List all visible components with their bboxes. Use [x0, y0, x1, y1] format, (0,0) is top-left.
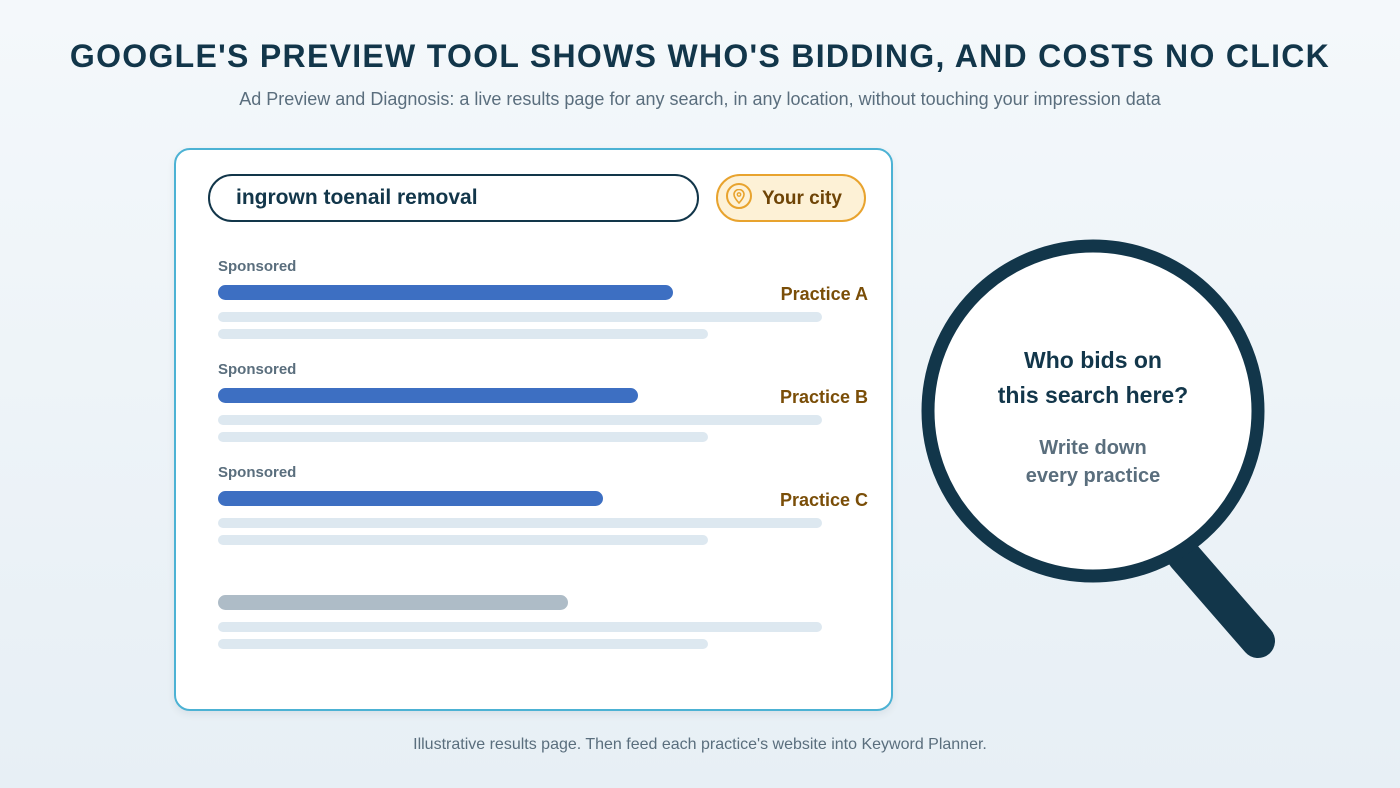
footer-note: Illustrative results page. Then feed eac… [413, 736, 987, 753]
practice-label: Practice C [779, 490, 868, 510]
result-snippet-line [218, 415, 822, 425]
result-snippet-line [218, 329, 708, 339]
sponsored-label: Sponsored [218, 258, 297, 275]
lens-instruction-line: every practice [1025, 465, 1161, 487]
search-query-text: ingrown toenail removal [236, 186, 478, 209]
result-snippet-line [218, 535, 708, 545]
location-selector[interactable]: Your city [716, 174, 866, 222]
page-title: GOOGLE'S PREVIEW TOOL SHOWS WHO'S BIDDIN… [69, 38, 1331, 74]
sponsored-result: Sponsored Practice C [218, 464, 868, 554]
result-snippet-line [218, 518, 822, 528]
lens-instruction-line: Write down [1039, 437, 1147, 459]
page-subtitle: Ad Preview and Diagnosis: a live results… [239, 89, 1161, 109]
result-title-bar[interactable] [218, 388, 638, 403]
result-title-bar[interactable] [218, 491, 603, 506]
map-pin-icon [726, 183, 752, 209]
lens-question: Who bids on this search here? [936, 343, 1250, 413]
result-snippet-line [218, 312, 822, 322]
results-page-mockup: ingrown toenail removal Your city Sponso… [174, 148, 893, 711]
result-snippet-line [218, 432, 708, 442]
lens-question-line: Who bids on [1024, 347, 1162, 373]
search-input[interactable]: ingrown toenail removal [208, 174, 699, 222]
location-label: Your city [762, 188, 842, 209]
lens-instruction: Write down every practice [936, 434, 1250, 490]
sponsored-label: Sponsored [218, 361, 297, 378]
organic-result [218, 595, 838, 655]
result-title-bar[interactable] [218, 285, 673, 300]
sponsored-result: Sponsored Practice A [218, 258, 868, 348]
sponsored-result: Sponsored Practice B [218, 361, 868, 451]
result-snippet-line [218, 622, 822, 632]
practice-label: Practice B [779, 387, 868, 407]
result-snippet-line [218, 639, 708, 649]
lens-question-line: this search here? [997, 382, 1189, 408]
sponsored-label: Sponsored [218, 464, 297, 481]
practice-label: Practice A [780, 284, 868, 304]
organic-title-bar[interactable] [218, 595, 568, 610]
magnifying-glass-icon [921, 239, 1275, 658]
